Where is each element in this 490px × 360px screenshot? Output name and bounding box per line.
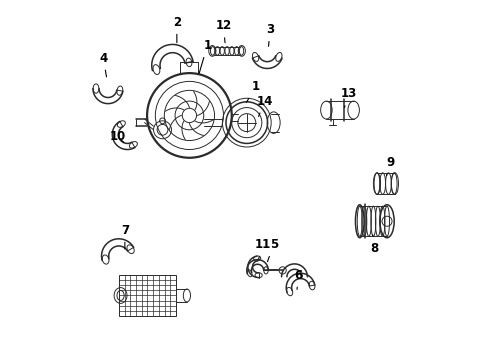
Text: 9: 9 bbox=[386, 156, 394, 176]
Text: 1: 1 bbox=[246, 80, 260, 102]
Text: 12: 12 bbox=[216, 19, 232, 43]
Text: 3: 3 bbox=[266, 23, 274, 46]
Text: 4: 4 bbox=[99, 51, 107, 77]
Text: 10: 10 bbox=[110, 130, 126, 144]
Text: 13: 13 bbox=[341, 87, 357, 107]
Text: 6: 6 bbox=[294, 269, 303, 289]
Text: 7: 7 bbox=[121, 224, 129, 249]
Text: 14: 14 bbox=[257, 95, 273, 116]
Text: 8: 8 bbox=[370, 235, 378, 255]
Text: 11: 11 bbox=[255, 238, 271, 259]
Text: 2: 2 bbox=[173, 16, 181, 43]
Bar bbox=[119, 275, 176, 316]
Text: 5: 5 bbox=[268, 238, 278, 262]
Text: 1: 1 bbox=[199, 39, 211, 73]
